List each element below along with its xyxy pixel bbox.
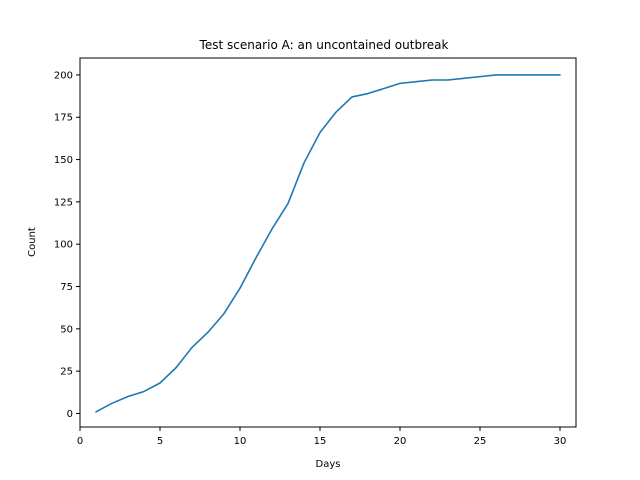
y-tick-label: 125 (54, 197, 73, 208)
x-tick-label: 30 (554, 436, 567, 447)
series-layer (95, 74, 561, 413)
series-line (95, 74, 561, 413)
y-tick-label: 75 (60, 282, 73, 293)
y-tick-label: 0 (67, 409, 73, 420)
x-tick-label: 10 (234, 436, 247, 447)
plot-frame (79, 57, 577, 428)
y-tick-label: 150 (54, 155, 73, 166)
y-tick-label: 100 (54, 240, 73, 251)
y-tick-label: 200 (54, 70, 73, 81)
y-tick-label: 50 (60, 324, 73, 335)
x-tick-label: 5 (157, 436, 163, 447)
x-axis-label: Days (316, 459, 341, 470)
y-axis-label: Count (27, 227, 38, 257)
plot-area: 0 5 10 15 20 25 30 0 25 50 75 100 125 150 175 200 (54, 57, 577, 447)
x-tick-label: 25 (474, 436, 487, 447)
x-tick-label: 15 (314, 436, 327, 447)
x-tick-label: 0 (77, 436, 83, 447)
y-tick-label: 25 (60, 367, 73, 378)
chart-title: Test scenario A: an uncontained outbreak (199, 38, 449, 52)
y-axis: 0 25 50 75 100 125 150 175 200 (54, 70, 80, 420)
x-axis: 0 5 10 15 20 25 30 (77, 427, 567, 447)
x-tick-label: 20 (394, 436, 407, 447)
y-tick-label: 175 (54, 113, 73, 124)
